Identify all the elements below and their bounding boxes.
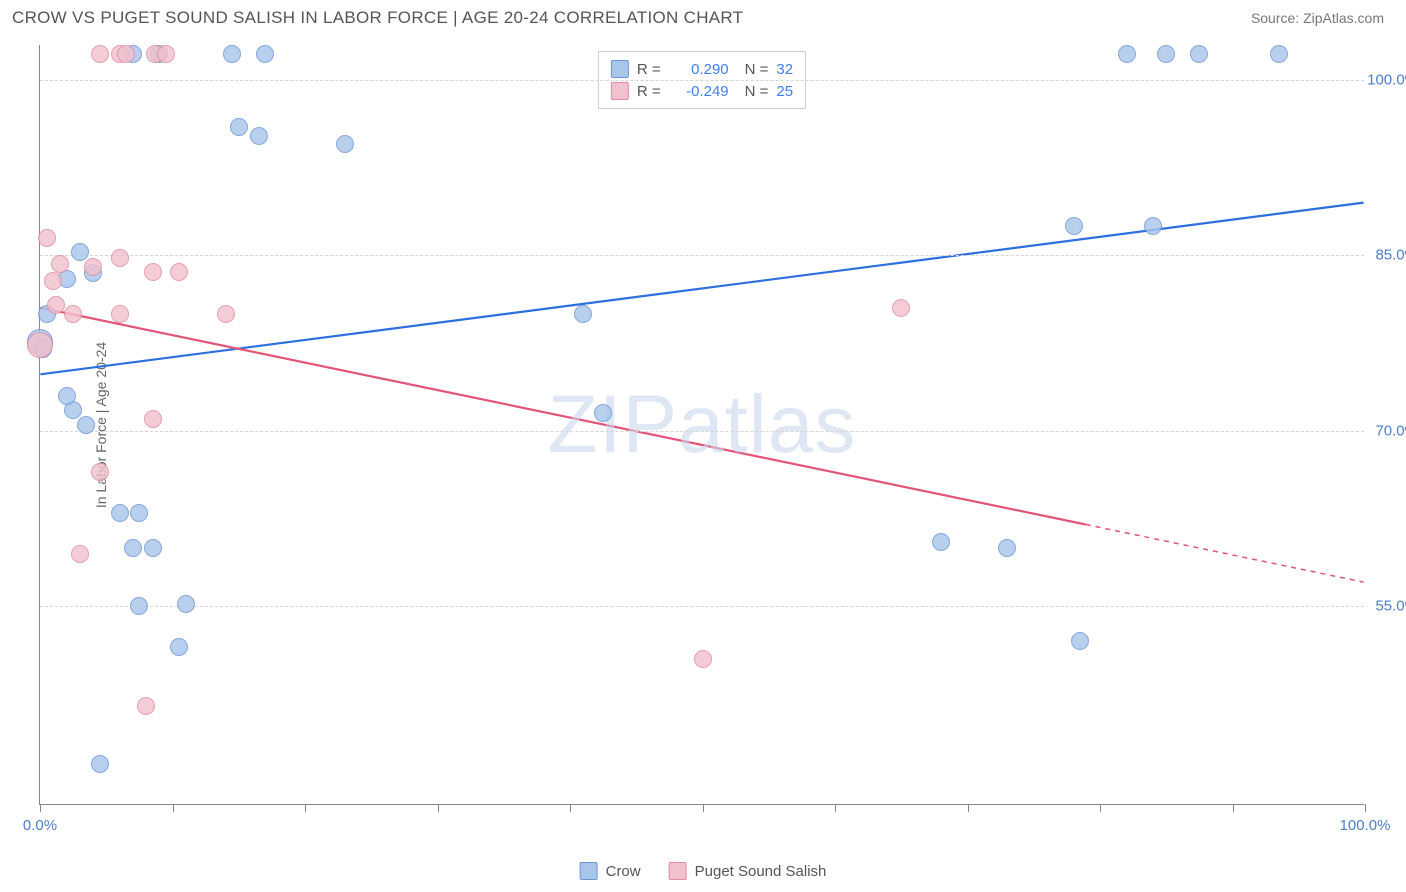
scatter-point <box>130 597 148 615</box>
scatter-point <box>91 45 109 63</box>
scatter-point <box>91 463 109 481</box>
scatter-point <box>64 305 82 323</box>
legend-n-value: 32 <box>776 61 793 78</box>
legend-swatch <box>669 862 687 880</box>
scatter-chart: In Labor Force | Age 20-24 ZIPatlas R = 0… <box>39 45 1364 805</box>
scatter-point <box>111 249 129 267</box>
x-tick <box>703 804 704 812</box>
x-tick <box>1365 804 1366 812</box>
legend-r-label: R = <box>637 83 661 100</box>
scatter-point <box>144 539 162 557</box>
scatter-point <box>1118 45 1136 63</box>
gridline <box>40 80 1364 81</box>
scatter-point <box>111 504 129 522</box>
y-axis-title: In Labor Force | Age 20-24 <box>93 341 109 507</box>
scatter-point <box>177 595 195 613</box>
x-axis-label-left: 0.0% <box>23 817 57 834</box>
scatter-point <box>71 243 89 261</box>
scatter-point <box>38 229 56 247</box>
legend-item: Crow <box>580 862 641 880</box>
scatter-point <box>111 305 129 323</box>
y-tick-label: 100.0% <box>1367 72 1406 89</box>
series-legend: Crow Puget Sound Salish <box>580 862 827 880</box>
scatter-point <box>256 45 274 63</box>
y-tick-label: 85.0% <box>1375 247 1406 264</box>
scatter-point <box>124 539 142 557</box>
scatter-point <box>1190 45 1208 63</box>
x-tick <box>305 804 306 812</box>
x-tick <box>40 804 41 812</box>
x-tick <box>968 804 969 812</box>
legend-r-value: 0.290 <box>669 61 729 78</box>
trend-lines-layer <box>40 45 1364 804</box>
x-tick <box>835 804 836 812</box>
scatter-point <box>117 45 135 63</box>
scatter-point <box>44 272 62 290</box>
legend-swatch <box>611 60 629 78</box>
scatter-point <box>574 305 592 323</box>
scatter-point <box>58 387 76 405</box>
scatter-point <box>91 755 109 773</box>
scatter-point <box>230 118 248 136</box>
legend-n-label: N = <box>745 61 769 78</box>
scatter-point <box>170 638 188 656</box>
scatter-point <box>144 410 162 428</box>
scatter-point <box>694 650 712 668</box>
scatter-point <box>157 45 175 63</box>
x-tick <box>1100 804 1101 812</box>
legend-label: Crow <box>606 863 641 880</box>
scatter-point <box>223 45 241 63</box>
scatter-point <box>1071 632 1089 650</box>
trend-line <box>40 203 1363 375</box>
scatter-point <box>594 404 612 422</box>
scatter-point <box>336 135 354 153</box>
scatter-point <box>77 416 95 434</box>
trend-line <box>40 308 1085 525</box>
scatter-point <box>27 332 53 358</box>
legend-n-label: N = <box>745 83 769 100</box>
legend-r-value: -0.249 <box>669 83 729 100</box>
legend-label: Puget Sound Salish <box>695 863 827 880</box>
x-tick <box>438 804 439 812</box>
scatter-point <box>1144 217 1162 235</box>
legend-n-value: 25 <box>776 83 793 100</box>
scatter-point <box>84 258 102 276</box>
scatter-point <box>250 127 268 145</box>
chart-title: CROW VS PUGET SOUND SALISH IN LABOR FORC… <box>12 8 743 28</box>
scatter-point <box>170 263 188 281</box>
trend-line-extrapolated <box>1086 525 1364 583</box>
scatter-point <box>1270 45 1288 63</box>
x-tick <box>1233 804 1234 812</box>
x-tick <box>173 804 174 812</box>
legend-item: Puget Sound Salish <box>669 862 827 880</box>
x-axis-label-right: 100.0% <box>1340 817 1391 834</box>
gridline <box>40 606 1364 607</box>
gridline <box>40 255 1364 256</box>
chart-source: Source: ZipAtlas.com <box>1251 10 1384 26</box>
scatter-point <box>1065 217 1083 235</box>
scatter-point <box>51 255 69 273</box>
scatter-point <box>137 697 155 715</box>
gridline <box>40 431 1364 432</box>
x-tick <box>570 804 571 812</box>
scatter-point <box>932 533 950 551</box>
scatter-point <box>144 263 162 281</box>
watermark: ZIPatlas <box>548 378 857 472</box>
scatter-point <box>1157 45 1175 63</box>
scatter-point <box>71 545 89 563</box>
chart-header: CROW VS PUGET SOUND SALISH IN LABOR FORC… <box>0 0 1406 38</box>
legend-swatch <box>611 82 629 100</box>
scatter-point <box>130 504 148 522</box>
legend-swatch <box>580 862 598 880</box>
scatter-point <box>892 299 910 317</box>
scatter-point <box>47 296 65 314</box>
legend-row: R = 0.290 N = 32 <box>611 58 793 80</box>
y-tick-label: 55.0% <box>1375 598 1406 615</box>
y-tick-label: 70.0% <box>1375 422 1406 439</box>
scatter-point <box>217 305 235 323</box>
legend-row: R = -0.249 N = 25 <box>611 80 793 102</box>
legend-r-label: R = <box>637 61 661 78</box>
scatter-point <box>998 539 1016 557</box>
